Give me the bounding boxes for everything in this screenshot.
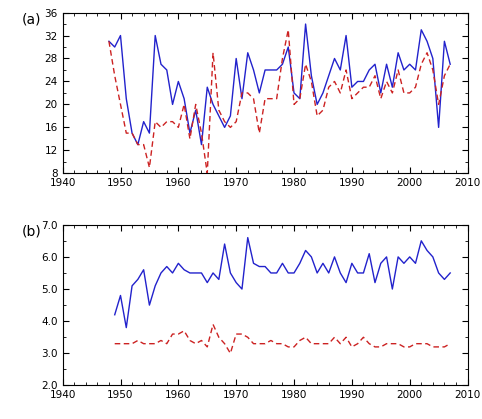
Text: (b): (b) [22,225,42,239]
Text: (a): (a) [22,13,41,26]
